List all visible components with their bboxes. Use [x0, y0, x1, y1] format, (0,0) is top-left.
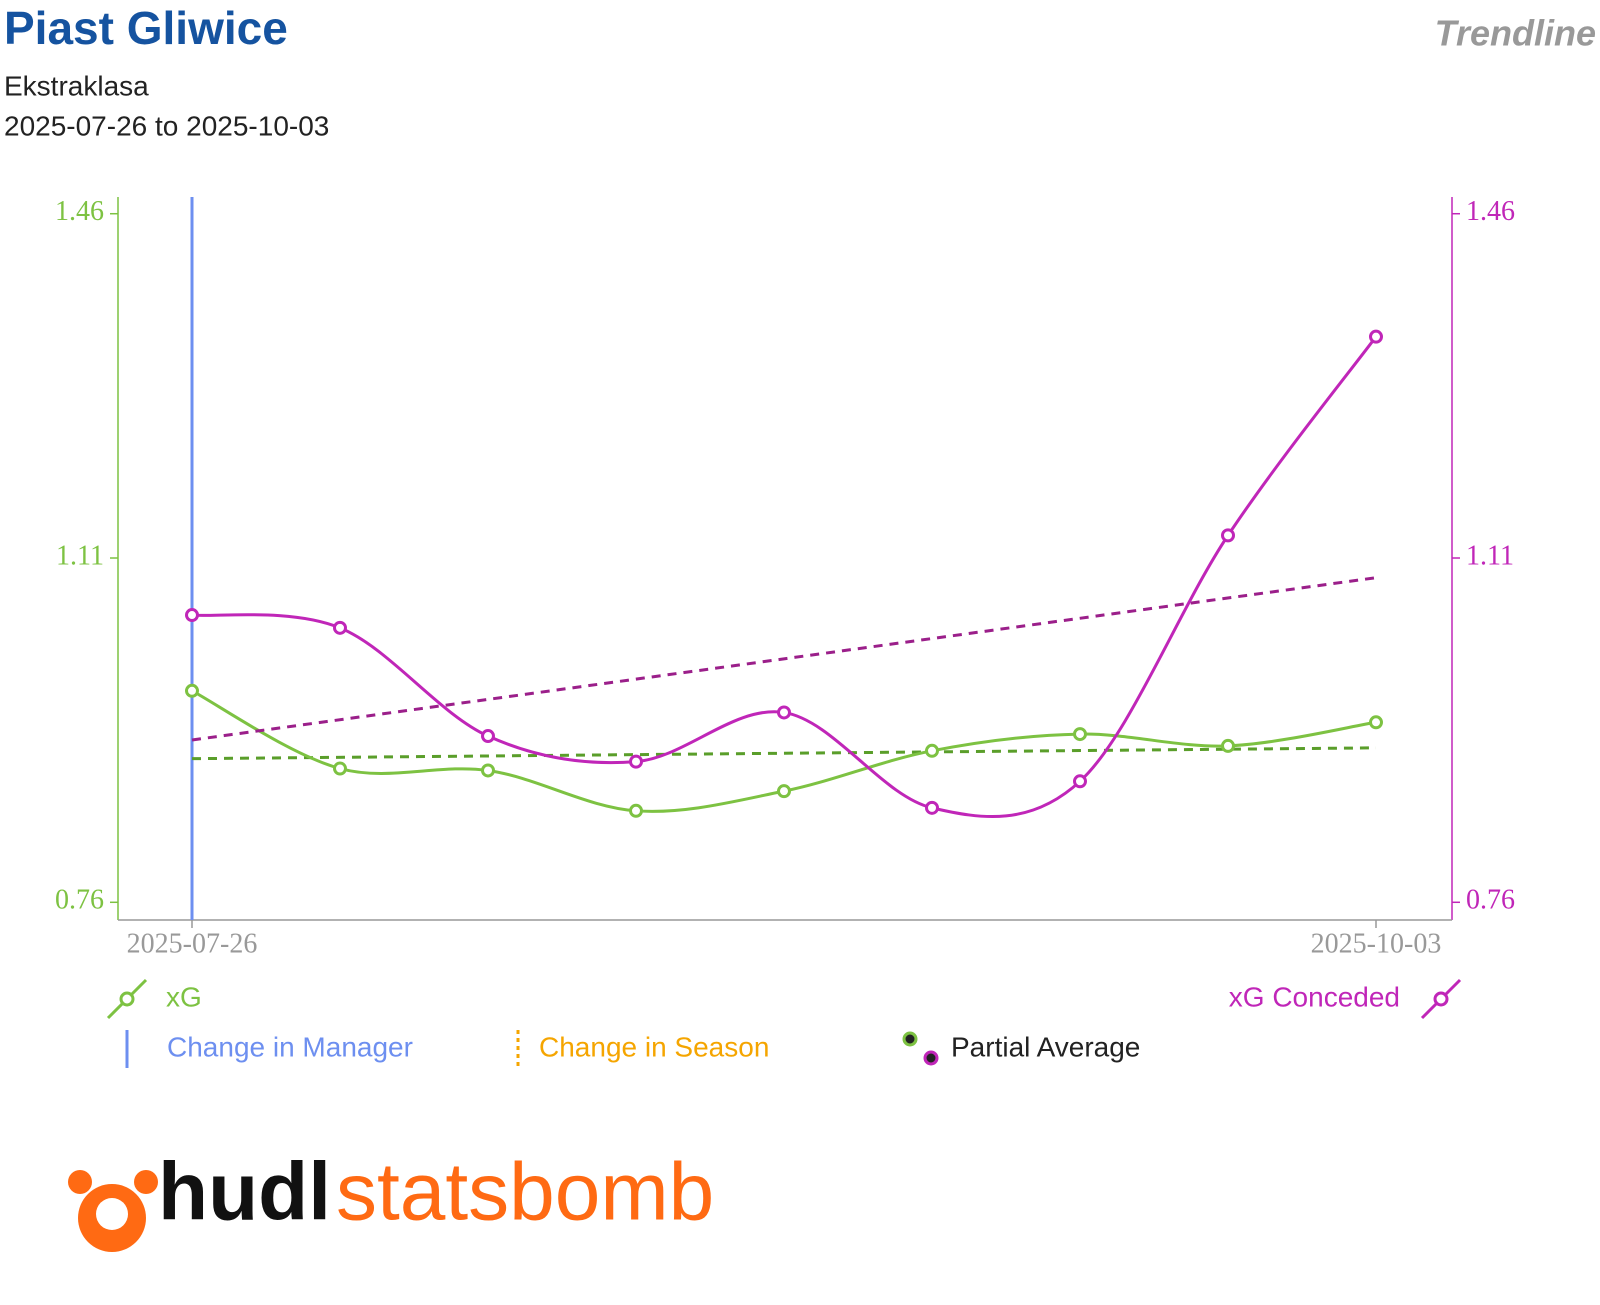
y2-tick-label: 0.76: [1466, 885, 1515, 916]
logo-icon: [96, 1198, 128, 1230]
legend-label: xG: [166, 981, 202, 1012]
subtitle: Ekstraklasa: [4, 70, 149, 101]
point: [481, 729, 495, 744]
x-tick-label: 2025-07-26: [127, 928, 258, 959]
point: [1073, 727, 1087, 742]
point: [333, 761, 347, 776]
legend-icon: [902, 1031, 918, 1047]
y-tick-label: 0.76: [55, 885, 104, 916]
trend-line: [191, 746, 1377, 761]
title: Piast Gliwice: [4, 2, 288, 54]
legend-icon: [923, 1050, 939, 1066]
logo-icon: [134, 1170, 158, 1194]
trend-line: [191, 576, 1377, 742]
point: [1073, 774, 1087, 789]
point: [333, 620, 347, 635]
legend-label: Change in Manager: [167, 1031, 413, 1062]
point: [185, 608, 199, 623]
point: [481, 763, 495, 778]
point: [925, 743, 939, 758]
y-tick-label: 1.11: [56, 540, 104, 571]
point: [629, 754, 643, 769]
legend-label: Change in Season: [539, 1031, 769, 1062]
point: [1369, 329, 1383, 344]
point: [1369, 715, 1383, 730]
logo: hudl statsbomb: [68, 1147, 714, 1252]
logo-text: statsbomb: [336, 1147, 714, 1238]
x-tick-label: 2025-10-03: [1311, 928, 1442, 959]
legend-label: xG Conceded: [1229, 981, 1400, 1012]
y-tick-label: 1.46: [55, 196, 104, 227]
point: [1221, 738, 1235, 753]
point: [1221, 528, 1235, 543]
legend-label: Partial Average: [951, 1031, 1140, 1062]
point: [777, 705, 791, 720]
y2-tick-label: 1.46: [1466, 196, 1515, 227]
legend-icon: [119, 991, 135, 1007]
point: [185, 683, 199, 698]
legend-icon: [1433, 991, 1449, 1007]
point: [777, 784, 791, 799]
logo-text: hudl: [158, 1147, 331, 1238]
badge: Trendline: [1435, 13, 1596, 54]
point: [629, 803, 643, 818]
y2-tick-label: 1.11: [1466, 540, 1514, 571]
series-line: [191, 335, 1378, 819]
date-range: 2025-07-26 to 2025-10-03: [4, 110, 329, 141]
point: [925, 800, 939, 815]
logo-icon: [68, 1170, 92, 1194]
